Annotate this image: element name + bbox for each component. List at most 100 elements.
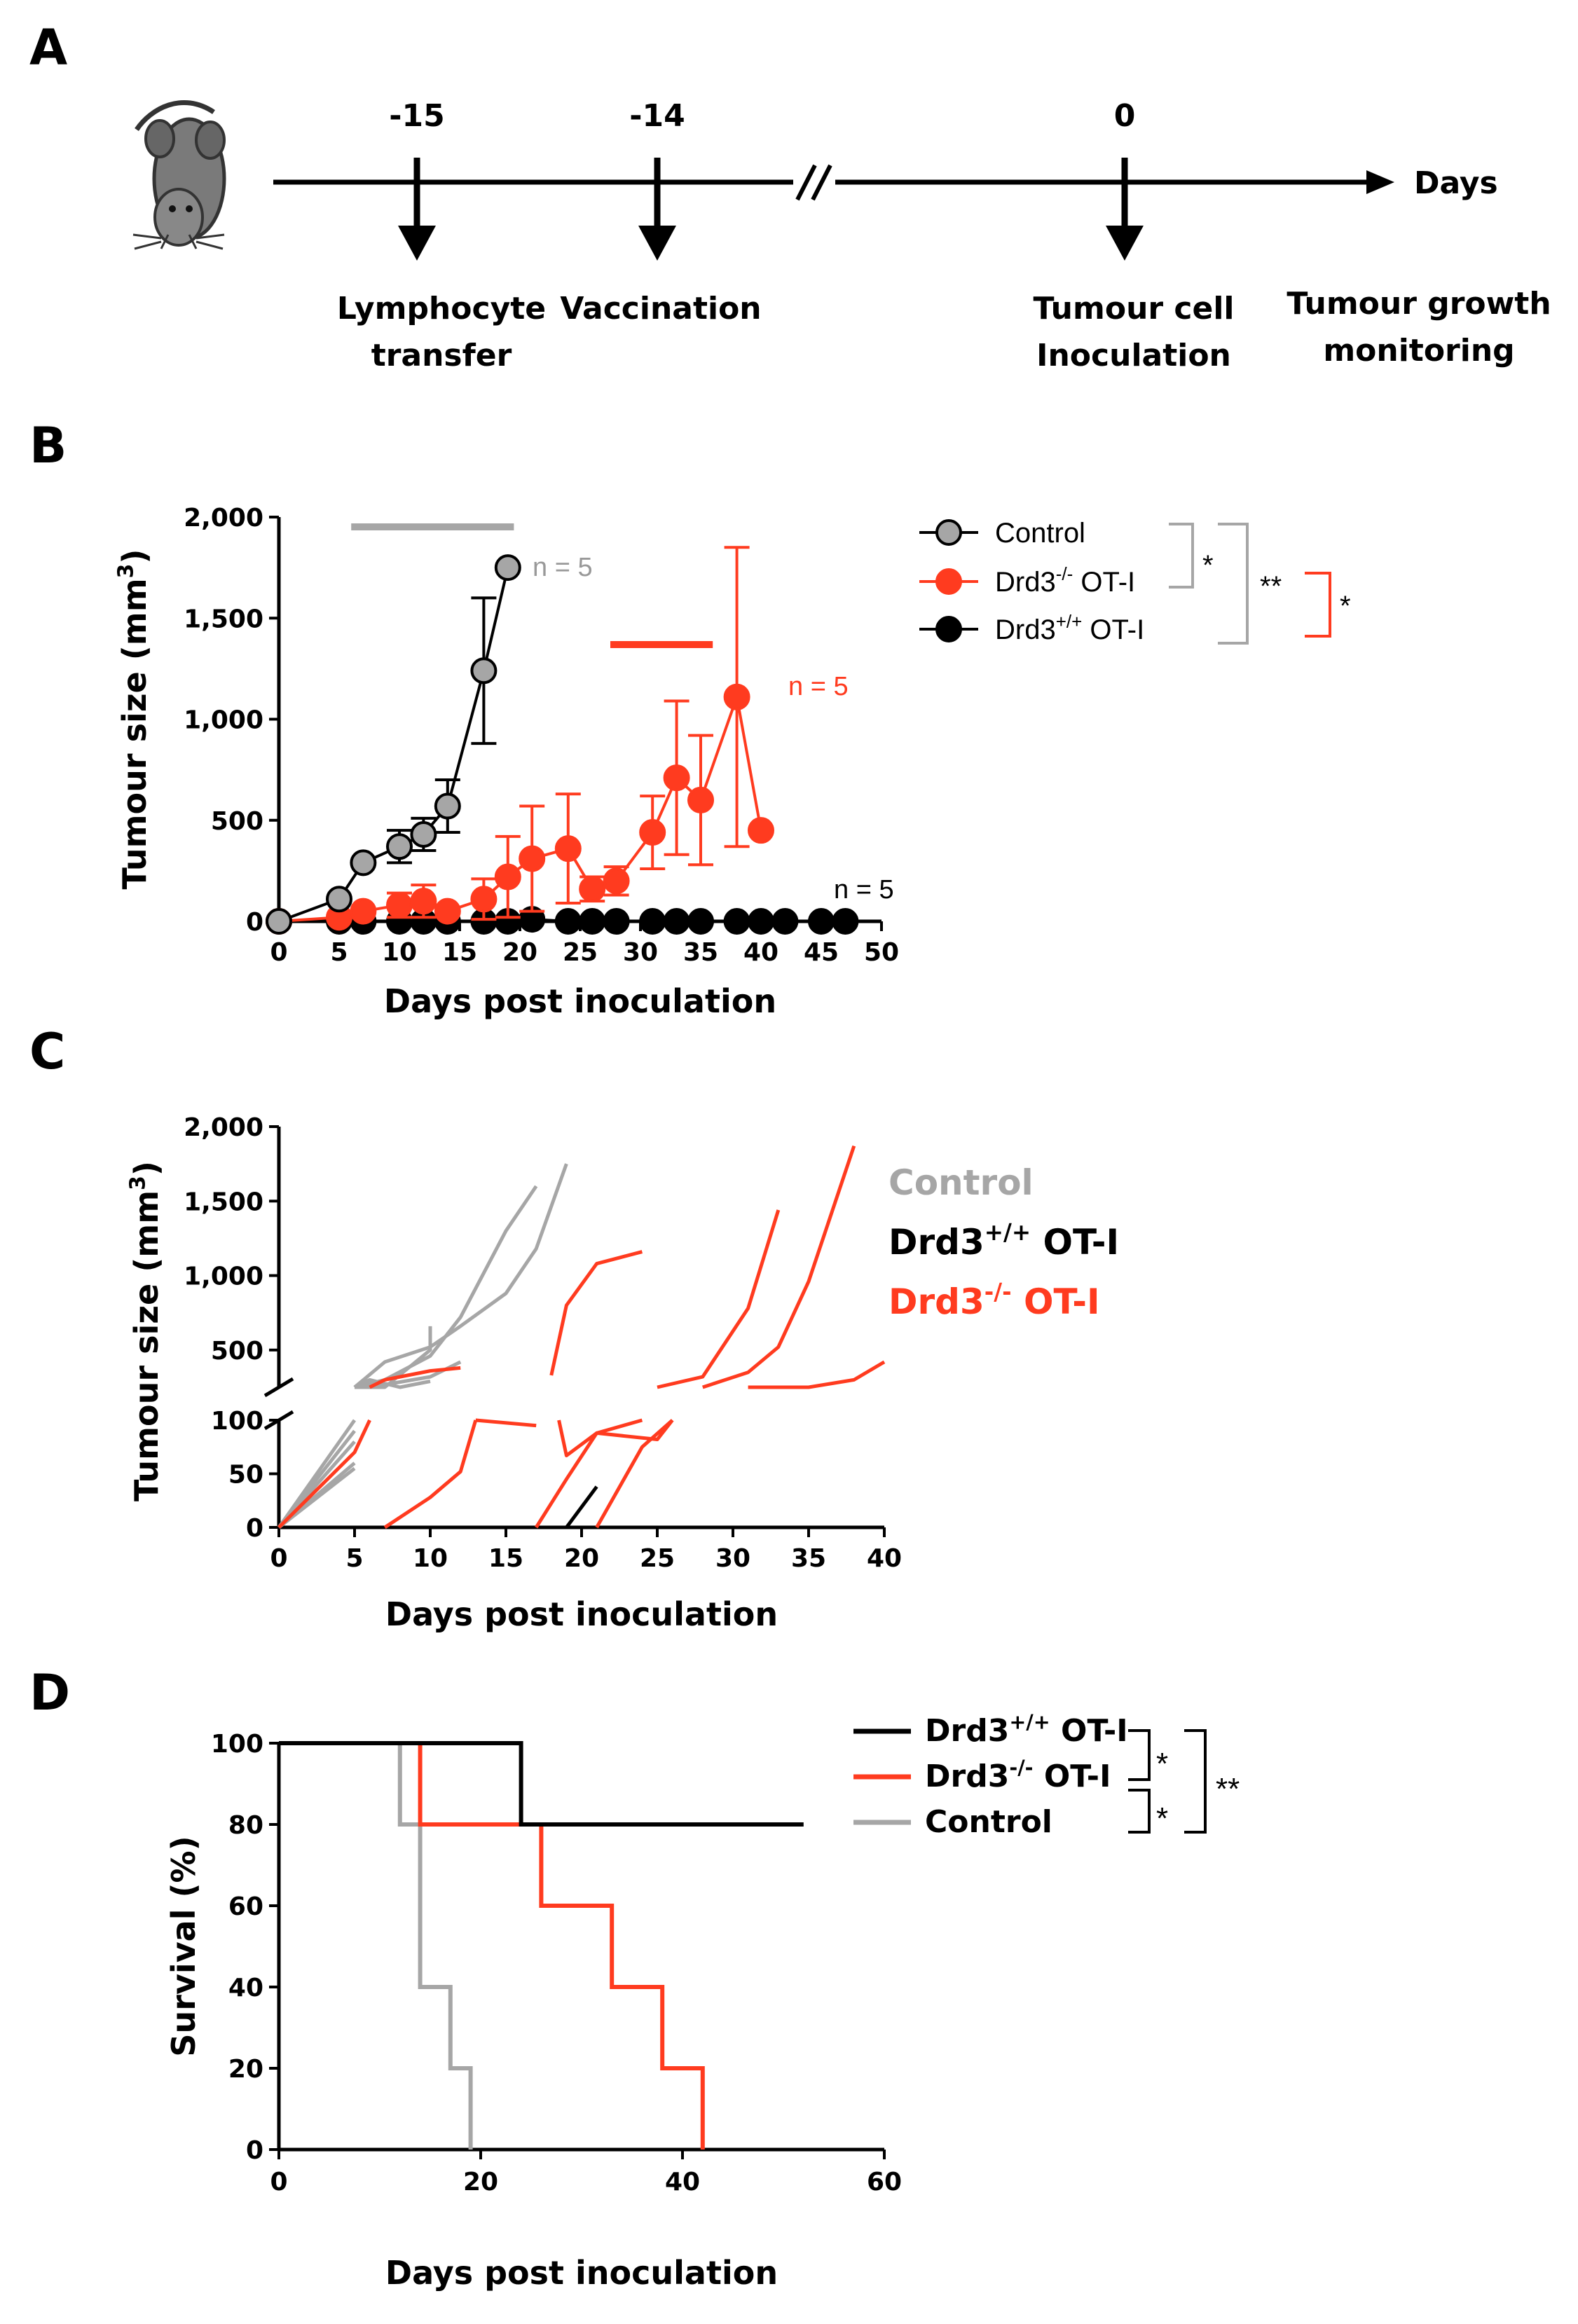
timeline-event-inoculation: 0 Tumour cell Inoculation (1033, 98, 1234, 373)
y-tick-label: 1,000 (184, 706, 263, 735)
sig-bracket-control-ko (1169, 523, 1194, 589)
survival-curve-wt (279, 1741, 804, 1827)
y-tick-label: 0 (246, 1514, 263, 1543)
control-curve (353, 1163, 568, 1389)
data-point-ko (663, 764, 690, 792)
axis-break-mark (263, 1377, 294, 1398)
final-label-line2: monitoring (1323, 333, 1514, 369)
x-tick-label: 60 (867, 2168, 902, 2196)
data-point-ko (410, 888, 437, 915)
legend-label: Drd3+/+ OT-I (889, 1219, 1119, 1263)
panel-a-letter: A (29, 19, 67, 76)
y-tick-label: 40 (228, 1974, 263, 2002)
panel-a: A Days -15 Lymphocyte (29, 19, 1551, 373)
event-label-line2: transfer (371, 338, 512, 373)
panel-d: D 0 20 40 60 0 20 40 60 80 100 Days post inoculati… (29, 1664, 1240, 2292)
x-tick-label: 35 (683, 938, 718, 967)
down-arrow-icon (398, 226, 436, 261)
survival-curve-ko (279, 1741, 705, 2150)
data-point-wt (579, 908, 606, 935)
sig-star: * (1340, 591, 1351, 621)
panel-b: B 0 5 10 15 20 25 30 35 40 45 5005001,0001,5002,00… (29, 417, 1351, 1020)
down-arrow-icon (638, 226, 676, 261)
ko-curve (277, 1419, 371, 1529)
y-tick-label: 1,000 (184, 1263, 263, 1291)
x-tick-label: 35 (791, 1544, 826, 1573)
event-day: 0 (1114, 98, 1136, 134)
legend-label: Control (889, 1162, 1034, 1203)
n-label-ko: n = 5 (788, 672, 849, 701)
legend-marker (935, 519, 962, 546)
legend-marker (935, 616, 962, 642)
y-tick-label: 100 (211, 1407, 263, 1436)
y-tick-label: 100 (211, 1730, 263, 1759)
data-point-wt (687, 908, 714, 935)
y-axis-label: Tumour size (mm3) (126, 1161, 165, 1501)
chart-b: 0 5 10 15 20 25 30 35 40 45 5005001,0001,5002,000D… (114, 504, 1351, 1020)
legend-label: Drd3-/- OT-I (889, 1279, 1100, 1322)
sig-star: * (1202, 550, 1214, 581)
sig-star: ** (1260, 571, 1282, 602)
x-tick-label: 30 (715, 1544, 750, 1573)
survival-curve-control (279, 1741, 473, 2150)
x-tick-label: 40 (867, 1544, 902, 1573)
x-tick-label: 40 (665, 2168, 700, 2196)
timeline-event-vaccination: -14 Vaccination (560, 98, 761, 326)
x-tick-label: 50 (864, 938, 899, 967)
panel-c-letter: C (29, 1023, 65, 1080)
panel-b-letter: B (29, 417, 67, 474)
sig-bracket-control-wt (1218, 523, 1249, 645)
axis-break-mark (793, 164, 835, 201)
y-tick-label: 20 (228, 2055, 263, 2084)
y-axis-label: Survival (%) (165, 1836, 203, 2056)
event-label-line1: Lymphocyte (337, 291, 546, 326)
ko-curve (369, 1366, 461, 1389)
n-label-control: n = 5 (533, 553, 593, 582)
x-tick-label: 10 (382, 938, 417, 967)
data-point-ko (748, 817, 774, 844)
x-tick-label: 10 (413, 1544, 448, 1573)
sig-bracket-wt-ko (1128, 1729, 1151, 1781)
data-point-wt (639, 908, 666, 935)
data-point-wt (808, 908, 835, 935)
data-point-control (386, 833, 413, 860)
data-point-wt (832, 908, 859, 935)
data-point-ko (639, 819, 666, 846)
x-tick-label: 0 (270, 938, 287, 967)
x-tick-label: 20 (564, 1544, 599, 1573)
x-tick-label: 5 (330, 938, 348, 967)
event-label-line1: Vaccination (560, 291, 761, 326)
sig-bracket-wt-control (1184, 1729, 1207, 1834)
data-point-control (470, 657, 498, 685)
timeline-arrowhead (1366, 170, 1394, 194)
data-point-ko (687, 786, 714, 813)
x-tick-label: 5 (345, 1544, 363, 1573)
ko-curve (383, 1419, 478, 1529)
sig-star: * (1156, 1747, 1168, 1781)
ko-curve (748, 1360, 886, 1389)
x-axis-label: Days post inoculation (384, 982, 776, 1020)
event-label-line2: Inoculation (1036, 338, 1231, 373)
ko-curve (549, 1250, 643, 1376)
y-tick-label: 80 (228, 1811, 263, 1840)
data-point-wt (603, 908, 630, 935)
x-tick-label: 45 (804, 938, 839, 967)
data-point-control (326, 886, 352, 913)
ko-curve (595, 1419, 674, 1529)
legend-label: Drd3-/- OT-I (995, 563, 1135, 598)
sig-bracket-ko-control (1128, 1789, 1151, 1834)
x-tick-label: 15 (442, 938, 477, 967)
x-tick-label: 25 (563, 938, 598, 967)
x-tick-label: 25 (640, 1544, 675, 1573)
x-axis-label: Days post inoculation (385, 2254, 778, 2292)
data-point-ko (519, 845, 546, 872)
y-tick-label: 2,000 (184, 504, 263, 532)
legend-label: Drd3-/- OT-I (925, 1755, 1111, 1794)
x-tick-label: 0 (270, 1544, 287, 1573)
y-tick-label: 1,500 (184, 605, 263, 633)
down-arrow-icon (1106, 226, 1144, 261)
y-tick-label: 2,000 (184, 1113, 263, 1142)
event-day: -15 (389, 98, 445, 134)
wt-curve (565, 1485, 598, 1529)
data-point-wt (663, 908, 690, 935)
